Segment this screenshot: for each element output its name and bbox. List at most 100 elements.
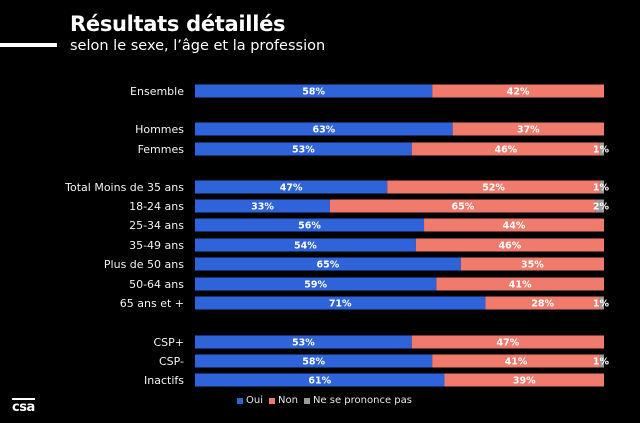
data-label-ne-se-prononce-pas: 1%: [593, 145, 610, 156]
data-label-non: 47%: [497, 338, 520, 349]
data-label-non: 46%: [499, 241, 522, 252]
data-label-non: 35%: [521, 260, 544, 271]
legend-swatch-oui: [237, 397, 244, 404]
bar-segment-oui: [195, 296, 486, 310]
data-label-non: 52%: [482, 183, 505, 194]
bar-row-total-moins-de-35-ans: Total Moins de 35 ans 47% 52% 1%: [64, 180, 610, 194]
bar-row-csp: CSP- 58% 41% 1%: [159, 354, 610, 368]
data-label-non: 39%: [513, 376, 536, 387]
bar-segment-ne-se-prononce-pas: [599, 354, 604, 368]
bar-segment-oui: [195, 180, 388, 194]
page-subtitle: selon le sexe, l’âge et la profession: [70, 38, 326, 54]
bar-segment-non: [329, 199, 596, 213]
data-label-oui: 65%: [317, 260, 340, 271]
bar-segment-oui: [195, 335, 412, 349]
bar-segment-ne-se-prononce-pas: [595, 199, 604, 213]
bar-segment-oui: [195, 277, 437, 291]
data-label-non: 28%: [531, 299, 554, 310]
legend-item-nsp: Ne se prononce pas: [303, 395, 412, 406]
legend-item-non: Non: [269, 395, 298, 406]
category-label: Hommes: [135, 123, 184, 136]
legend-label-non: Non: [278, 395, 298, 406]
data-label-oui: 63%: [312, 125, 335, 136]
csa-logo: csa: [12, 398, 35, 415]
bar-segment-non: [460, 257, 604, 271]
bar-row-femmes: Femmes 53% 46% 1%: [138, 142, 610, 156]
data-label-oui: 53%: [292, 145, 315, 156]
bar-row-50-64-ans: 50-64 ans 59% 41%: [129, 277, 604, 291]
title-rule: [0, 43, 57, 47]
data-label-non: 41%: [509, 280, 532, 291]
category-label: 65 ans et +: [120, 297, 184, 310]
data-label-oui: 61%: [308, 376, 331, 387]
data-label-non: 41%: [505, 357, 528, 368]
bar-segment-ne-se-prononce-pas: [599, 180, 604, 194]
data-label-ne-se-prononce-pas: 1%: [593, 299, 610, 310]
bar-segment-ne-se-prononce-pas: [599, 142, 604, 156]
data-label-oui: 59%: [304, 280, 327, 291]
data-label-non: 65%: [452, 202, 475, 213]
bar-segment-non: [485, 296, 600, 310]
data-label-non: 46%: [494, 145, 517, 156]
category-label: CSP+: [153, 336, 184, 349]
bar-row-35-49-ans: 35-49 ans 54% 46%: [129, 238, 604, 252]
data-label-non: 42%: [507, 87, 530, 98]
bar-segment-non: [424, 218, 604, 232]
category-label: CSP-: [159, 355, 184, 368]
category-label: Plus de 50 ans: [104, 258, 184, 271]
chart-legend: Oui Non Ne se prononce pas: [0, 395, 640, 406]
bar-segment-oui: [195, 354, 433, 368]
bar-segment-ne-se-prononce-pas: [599, 296, 604, 310]
legend-label-nsp: Ne se prononce pas: [312, 395, 412, 406]
data-label-oui: 58%: [302, 87, 325, 98]
category-label: 35-49 ans: [129, 239, 184, 252]
category-label: Femmes: [138, 143, 185, 156]
data-label-oui: 71%: [329, 299, 352, 310]
bar-segment-oui: [195, 257, 461, 271]
legend-swatch-non: [269, 397, 276, 404]
bar-row-hommes: Hommes 63% 37%: [135, 122, 604, 136]
bar-segment-non: [432, 354, 600, 368]
bar-segment-oui: [195, 122, 453, 136]
bar-segment-non: [436, 277, 604, 291]
category-label: 50-64 ans: [129, 278, 184, 291]
bar-segment-oui: [195, 238, 416, 252]
bar-segment-oui: [195, 373, 445, 387]
data-label-non: 44%: [503, 221, 526, 232]
bar-segment-non: [387, 180, 600, 194]
legend-item-oui: Oui: [237, 395, 263, 406]
bar-segment-oui: [195, 199, 330, 213]
bar-segment-non: [411, 142, 600, 156]
bar-segment-non: [444, 373, 604, 387]
bar-segment-oui: [195, 218, 425, 232]
bar-segment-non: [432, 84, 604, 98]
bar-segment-non: [415, 238, 604, 252]
data-label-oui: 47%: [280, 183, 303, 194]
data-label-oui: 54%: [294, 241, 317, 252]
category-label: 18-24 ans: [129, 200, 184, 213]
category-label: Inactifs: [144, 374, 184, 387]
page-title: Résultats détaillés: [70, 12, 286, 36]
data-label-ne-se-prononce-pas: 1%: [593, 357, 610, 368]
bar-row-plus-de-50-ans: Plus de 50 ans 65% 35%: [104, 257, 604, 271]
legend-label-oui: Oui: [246, 395, 264, 406]
bar-row-18-24-ans: 18-24 ans 33% 65% 2%: [129, 199, 610, 213]
data-label-ne-se-prononce-pas: 2%: [593, 202, 610, 213]
data-label-oui: 58%: [302, 357, 325, 368]
data-label-oui: 56%: [298, 221, 321, 232]
bar-row-25-34-ans: 25-34 ans 56% 44%: [129, 218, 604, 232]
bar-row-inactifs: Inactifs 61% 39%: [144, 373, 604, 387]
data-label-ne-se-prononce-pas: 1%: [593, 183, 610, 194]
bar-segment-oui: [195, 142, 412, 156]
bar-segment-non: [452, 122, 604, 136]
data-label-oui: 53%: [292, 338, 315, 349]
category-label: 25-34 ans: [129, 219, 184, 232]
legend-swatch-nsp: [303, 397, 310, 404]
bar-row-65-ans-et: 65 ans et + 71% 28% 1%: [120, 296, 610, 310]
bar-segment-oui: [195, 84, 433, 98]
category-label: Ensemble: [130, 85, 184, 98]
category-label: Total Moins de 35 ans: [64, 181, 184, 194]
bar-row-ensemble: Ensemble 58% 42%: [130, 84, 604, 98]
bar-segment-non: [411, 335, 604, 349]
